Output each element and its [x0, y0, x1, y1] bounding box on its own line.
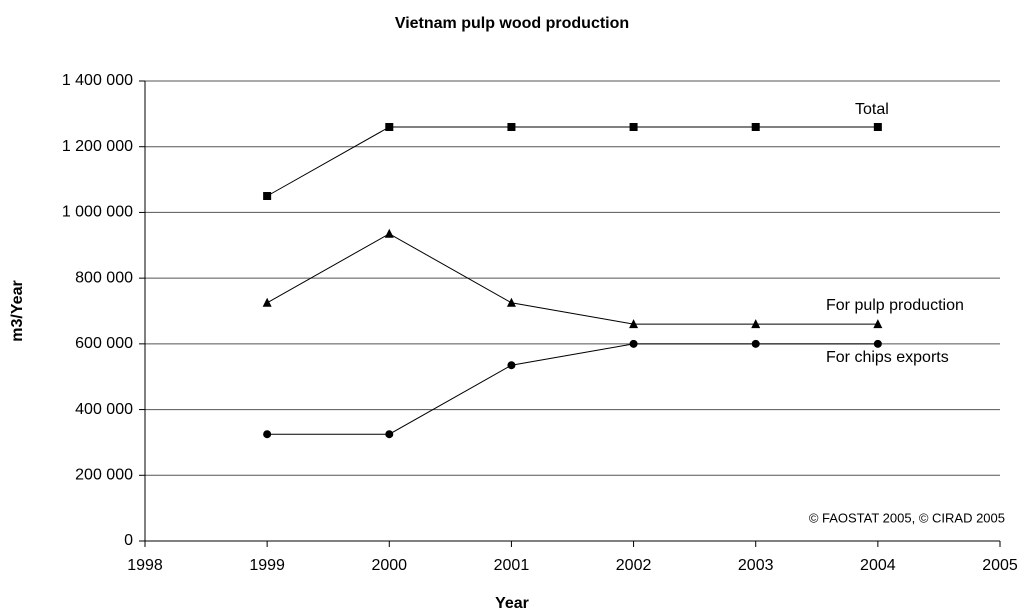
x-tick-label: 1999 [249, 557, 285, 574]
x-tick-label: 1998 [127, 557, 163, 574]
marker [751, 319, 761, 329]
y-tick-label: 400 000 [75, 401, 133, 418]
series-line [267, 343, 878, 435]
series-label: For chips exports [826, 349, 949, 366]
marker [385, 430, 394, 439]
annotation: © FAOSTAT 2005, © CIRAD 2005 [809, 510, 1005, 525]
y-axis-label: m3/Year [9, 280, 26, 341]
marker [507, 361, 516, 370]
marker [751, 339, 760, 348]
marker [507, 123, 516, 131]
marker [263, 430, 272, 439]
marker [384, 228, 394, 238]
x-tick-label: 2001 [494, 557, 530, 574]
x-axis-label: Year [495, 595, 529, 612]
y-tick-label: 0 [124, 532, 133, 549]
marker [873, 319, 883, 329]
x-tick-label: 2005 [982, 557, 1018, 574]
series-line [266, 126, 878, 197]
y-tick-label: 1 200 000 [62, 138, 133, 155]
x-tick-label: 2002 [616, 557, 652, 574]
y-tick-label: 800 000 [75, 269, 133, 286]
y-tick-label: 1 400 000 [62, 72, 133, 89]
x-tick-label: 2003 [738, 557, 774, 574]
y-tick-label: 1 000 000 [62, 204, 133, 221]
x-tick-label: 2000 [371, 557, 407, 574]
marker [385, 123, 394, 131]
marker [629, 123, 638, 131]
marker [873, 339, 882, 348]
marker [263, 192, 272, 200]
marker [873, 123, 882, 131]
marker [751, 123, 760, 131]
marker [629, 339, 638, 348]
marker [629, 319, 639, 329]
chart-title: Vietnam pulp wood production [395, 15, 629, 32]
x-tick-label: 2004 [860, 557, 896, 574]
y-tick-label: 200 000 [75, 467, 133, 484]
y-tick-label: 600 000 [75, 335, 133, 352]
series-line [266, 233, 878, 325]
series-label: For pulp production [826, 297, 964, 314]
marker [262, 297, 272, 307]
series-label: Total [855, 101, 889, 118]
marker [506, 297, 516, 307]
